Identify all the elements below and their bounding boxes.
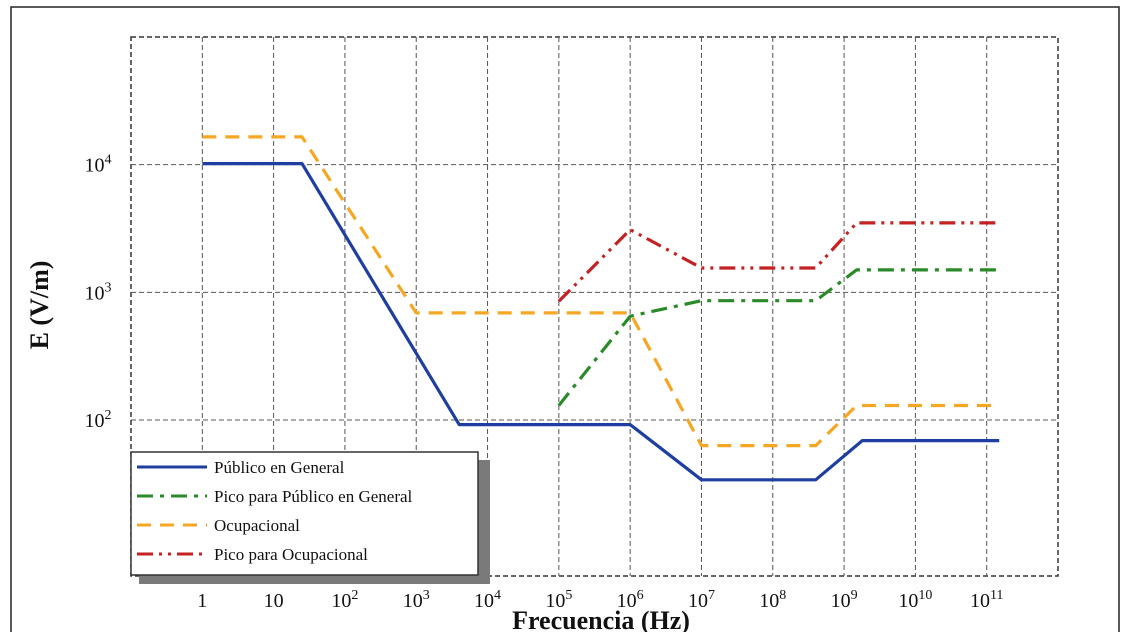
x-tick-label: 105 bbox=[545, 588, 572, 612]
y-tick-label: 103 bbox=[85, 280, 112, 304]
legend-label-1: Pico para Público en General bbox=[214, 487, 413, 506]
x-tick-label: 104 bbox=[474, 588, 501, 612]
legend-label-3: Pico para Ocupacional bbox=[214, 545, 368, 564]
series-layer bbox=[202, 135, 1000, 482]
series-line-0 bbox=[202, 162, 1000, 482]
x-tick-label: 108 bbox=[759, 588, 786, 612]
x-tick-label: 1011 bbox=[970, 588, 1003, 612]
x-axis-ticks: 1 10 102 103 104 105 106 107 108 109 1010 1011 bbox=[197, 588, 1003, 612]
series-line-2 bbox=[202, 135, 1000, 448]
legend-label-2: Ocupacional bbox=[214, 516, 300, 535]
legend-label-0: Público en General bbox=[214, 458, 345, 477]
legend: Público en General Pico para Público en G… bbox=[130, 451, 490, 584]
x-axis-label: Frecuencia (Hz) bbox=[512, 606, 690, 632]
y-axis-ticks: 102 103 104 bbox=[85, 153, 112, 432]
plot-area bbox=[130, 36, 1059, 577]
y-tick-label: 104 bbox=[85, 153, 112, 177]
series-line-3 bbox=[557, 221, 1000, 303]
x-tick-label: 109 bbox=[831, 588, 858, 612]
x-tick-label: 1 bbox=[197, 590, 207, 612]
x-tick-label: 106 bbox=[617, 588, 644, 612]
series-line-1 bbox=[557, 268, 1000, 407]
x-tick-label: 10 bbox=[264, 590, 284, 612]
y-axis-label: E (V/m) bbox=[25, 261, 54, 350]
x-tick-label: 1010 bbox=[898, 588, 932, 612]
x-tick-label: 107 bbox=[688, 588, 715, 612]
y-tick-label: 102 bbox=[85, 408, 112, 432]
x-tick-label: 102 bbox=[331, 588, 358, 612]
x-tick-label: 103 bbox=[403, 588, 430, 612]
